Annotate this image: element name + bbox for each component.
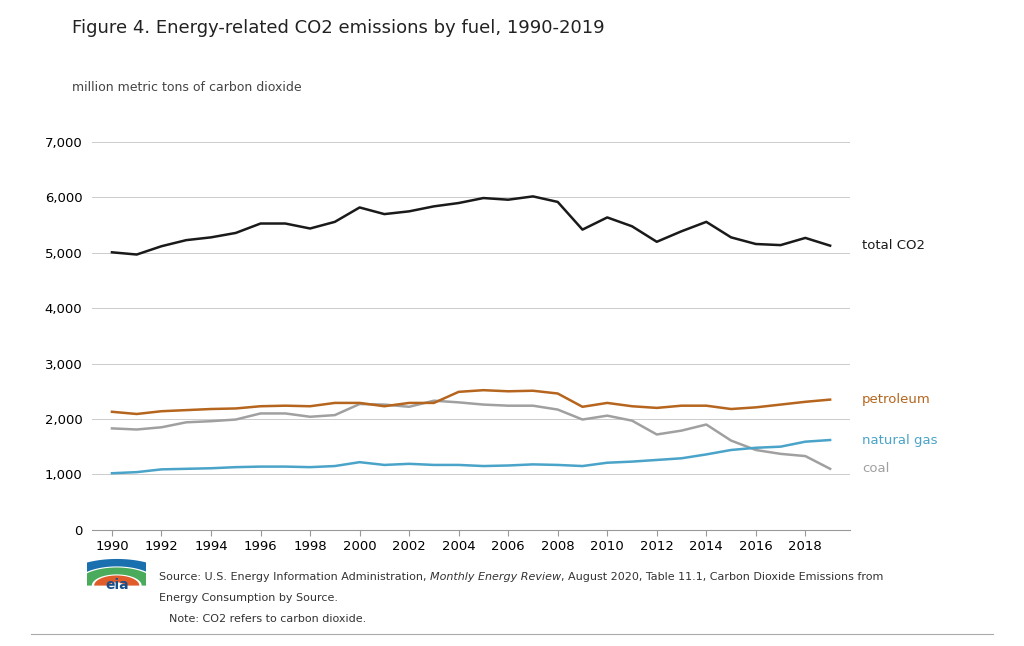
Text: , August 2020, Table 11.1, Carbon Dioxide Emissions from: , August 2020, Table 11.1, Carbon Dioxid… (561, 572, 884, 581)
Polygon shape (94, 576, 139, 585)
Text: Monthly Energy Review: Monthly Energy Review (430, 572, 561, 581)
Text: petroleum: petroleum (862, 393, 931, 406)
Text: million metric tons of carbon dioxide: million metric tons of carbon dioxide (72, 81, 301, 94)
Text: total CO2: total CO2 (862, 239, 926, 252)
Text: eia: eia (104, 578, 129, 592)
Polygon shape (77, 567, 157, 585)
Text: Energy Consumption by Source.: Energy Consumption by Source. (159, 593, 338, 603)
Text: Note: CO2 refers to carbon dioxide.: Note: CO2 refers to carbon dioxide. (169, 614, 367, 624)
Text: Source: U.S. Energy Information Administration,: Source: U.S. Energy Information Administ… (159, 572, 430, 581)
Polygon shape (57, 559, 176, 585)
Text: natural gas: natural gas (862, 433, 938, 446)
Text: Figure 4. Energy-related CO2 emissions by fuel, 1990-2019: Figure 4. Energy-related CO2 emissions b… (72, 19, 604, 37)
Text: coal: coal (862, 463, 890, 475)
